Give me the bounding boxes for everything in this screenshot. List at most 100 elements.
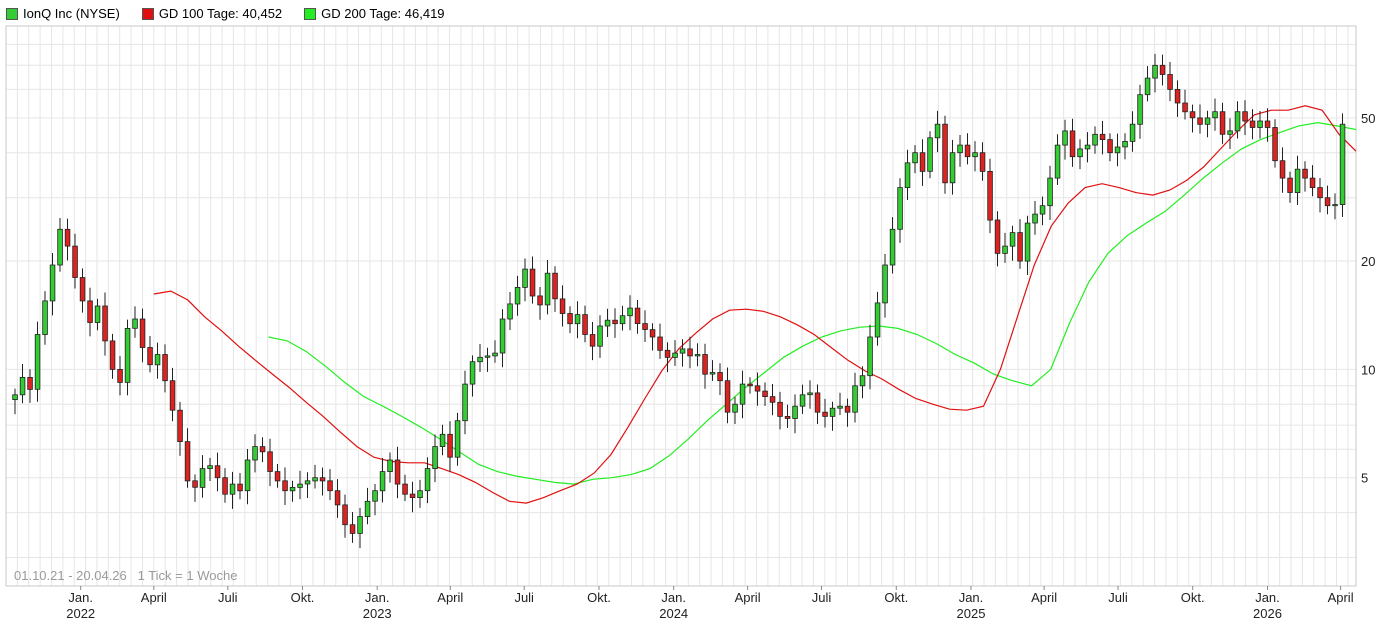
candle-body (439, 433, 446, 447)
candle (672, 340, 678, 366)
candle (979, 142, 986, 181)
candle (724, 367, 731, 424)
candle-body (1009, 232, 1016, 247)
candle-body (162, 354, 168, 382)
candle (439, 424, 446, 456)
candle (949, 139, 956, 195)
candle-body (979, 152, 986, 172)
candle (147, 336, 153, 373)
candle (994, 211, 1001, 267)
candle (349, 512, 356, 543)
candle-body (552, 272, 558, 300)
legend-swatch-ionq (6, 8, 18, 20)
candle-body (919, 152, 926, 172)
candle (649, 323, 656, 351)
candle-body (709, 372, 716, 375)
candle (394, 446, 401, 499)
candle (634, 300, 641, 334)
candle (814, 384, 821, 424)
candle-body (604, 319, 611, 327)
candle (372, 484, 378, 516)
candle-body (87, 300, 93, 323)
candle (1084, 132, 1091, 163)
candle (402, 474, 408, 501)
chart-legend: IonQ Inc (NYSE) GD 100 Tage: 40,452 GD 2… (6, 5, 445, 23)
candle-body (192, 480, 198, 488)
candle-body (462, 383, 468, 422)
candle-body (514, 286, 521, 305)
candle-body (1257, 120, 1263, 128)
candle (882, 254, 888, 318)
candle (912, 145, 918, 174)
candle-body (1024, 222, 1031, 262)
candle (1054, 134, 1061, 185)
legend-item-ionq[interactable]: IonQ Inc (NYSE) (6, 5, 120, 23)
candle (334, 479, 341, 518)
candle (1062, 119, 1068, 160)
candle (837, 392, 843, 415)
candle-body (1174, 89, 1181, 104)
candle (1249, 109, 1256, 140)
candle (942, 115, 948, 194)
candle-body (424, 468, 431, 492)
candle-body (1002, 245, 1008, 254)
x-tick-label: Okt. (1181, 590, 1205, 605)
x-tick-label: Juli (812, 590, 832, 605)
candle-body (379, 471, 386, 492)
candle (42, 291, 48, 345)
candle (49, 253, 56, 316)
candle-body (1077, 148, 1083, 158)
candle (499, 309, 506, 368)
candle (244, 449, 251, 505)
candle (567, 306, 573, 334)
candle-body (589, 334, 596, 347)
candle (117, 356, 123, 396)
candle-body (559, 298, 566, 314)
candle-body (244, 459, 251, 492)
candle (1032, 201, 1038, 235)
y-tick-label: 20 (1361, 254, 1375, 269)
candle-body (544, 272, 551, 306)
candle-body (1099, 133, 1106, 141)
candle-body (94, 305, 101, 323)
legend-item-gd100[interactable]: GD 100 Tage: 40,452 (141, 5, 282, 23)
candle-body (642, 323, 648, 330)
candle-body (574, 314, 581, 325)
candle (1212, 98, 1218, 131)
candle-body (499, 318, 506, 354)
legend-item-gd200[interactable]: GD 200 Tage: 46,419 (304, 5, 445, 23)
candle-body (57, 228, 63, 266)
legend-label-gd200: GD 200 Tage: 46,419 (321, 6, 445, 21)
candle (1092, 126, 1098, 154)
candle (1129, 111, 1136, 152)
candle-body (1234, 111, 1241, 132)
candle (87, 287, 93, 337)
candle-body (859, 375, 866, 387)
candle-body (1032, 213, 1038, 224)
candle (604, 308, 611, 337)
plot-frame (5, 25, 1357, 587)
candle-body (822, 411, 828, 417)
candle-body (19, 376, 26, 396)
candle-body (949, 152, 956, 184)
candle (1204, 110, 1211, 138)
x-tick-label: Jan. (365, 590, 390, 605)
candle-body (79, 277, 86, 302)
candle (1107, 133, 1113, 162)
candle (252, 434, 258, 473)
candle-body (1182, 102, 1188, 113)
candle (462, 370, 468, 435)
candle-body (177, 409, 183, 443)
candle-body (1324, 197, 1331, 207)
candle (1017, 219, 1023, 269)
candle-body (867, 336, 873, 377)
candle-body (732, 403, 738, 413)
candle (739, 370, 746, 419)
candle-body (327, 480, 333, 492)
candle-body (169, 380, 176, 411)
candle-body (619, 315, 626, 325)
candle (799, 384, 806, 414)
candle-body (222, 477, 228, 495)
